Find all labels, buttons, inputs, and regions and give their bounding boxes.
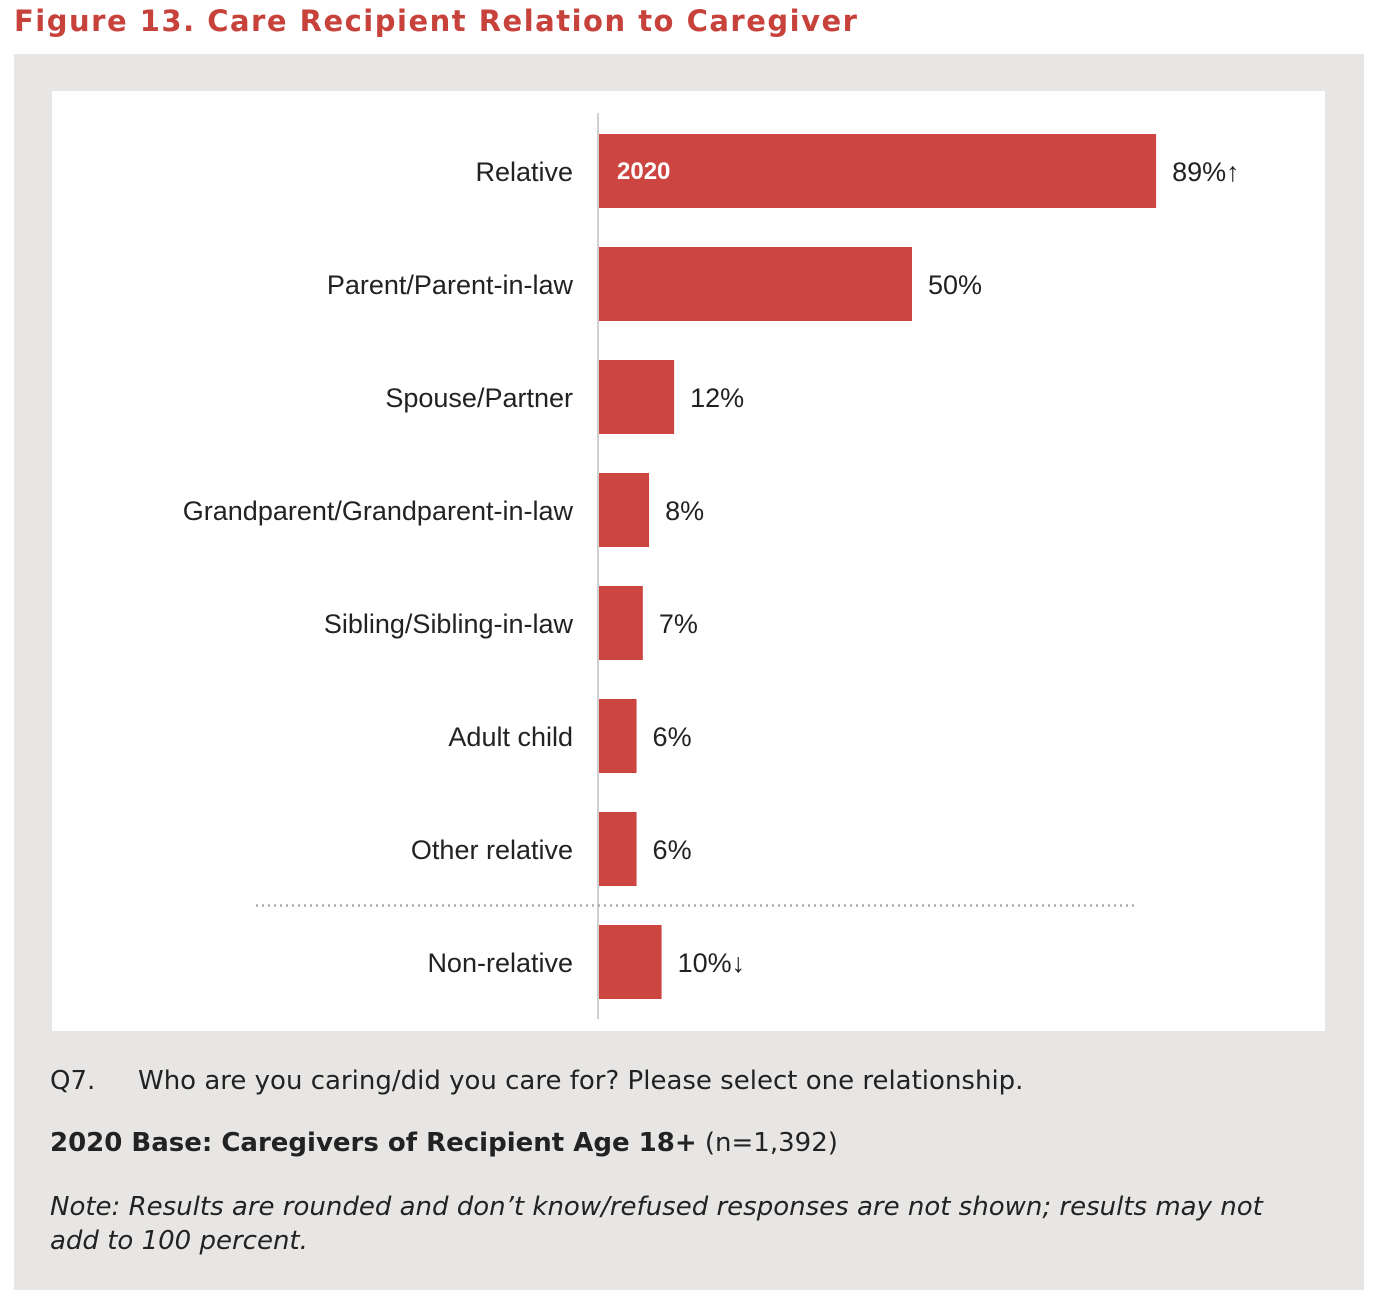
bar-spouse-partner <box>599 360 675 434</box>
category-label-adult-child: Adult child <box>448 722 573 752</box>
category-label-other-relative: Other relative <box>411 835 573 865</box>
bar-other-relative <box>599 812 637 886</box>
category-label-spouse-partner: Spouse/Partner <box>385 383 573 413</box>
base-label: 2020 Base: Caregivers of Recipient Age 1… <box>50 1128 697 1158</box>
value-label-relative: 89%↑ <box>1172 157 1240 187</box>
bar-sibling-sibling-in-law <box>599 586 643 660</box>
bar-chart: Relative 89%↑ 2020 Parent/Parent-in-law 50% S… <box>183 113 1240 1019</box>
value-label-adult-child: 6% <box>653 722 692 752</box>
figure-title: Figure 13. Care Recipient Relation to Ca… <box>14 4 859 38</box>
category-label-non-relative: Non-relative <box>427 948 573 978</box>
bar-relative <box>599 134 1157 208</box>
category-label-sibling-sibling-in-law: Sibling/Sibling-in-law <box>324 609 574 639</box>
bar-adult-child <box>599 699 637 773</box>
figure-container: Relative 89%↑ 2020 Parent/Parent-in-law 50% S… <box>14 54 1364 1290</box>
question-number: Q7. <box>50 1066 96 1096</box>
value-label-spouse-partner: 12% <box>690 383 744 413</box>
bar-parent-parent-in-law <box>599 247 912 321</box>
base-n: (n=1,392) <box>696 1128 838 1158</box>
value-label-non-relative: 10%↓ <box>678 948 746 978</box>
series-label: 2020 <box>617 158 670 185</box>
base-caption: 2020 Base: Caregivers of Recipient Age 1… <box>50 1128 838 1158</box>
question-text: Who are you caring/did you care for? Ple… <box>138 1066 1024 1096</box>
value-label-grandparent-grandparent-in-law: 8% <box>665 496 704 526</box>
category-label-grandparent-grandparent-in-law: Grandparent/Grandparent-in-law <box>183 496 574 526</box>
value-label-other-relative: 6% <box>653 835 692 865</box>
category-label-parent-parent-in-law: Parent/Parent-in-law <box>327 270 574 300</box>
bar-grandparent-grandparent-in-law <box>599 473 650 547</box>
bar-non-relative <box>599 925 662 999</box>
value-label-sibling-sibling-in-law: 7% <box>659 609 698 639</box>
question-caption: Q7. Who are you caring/did you care for? … <box>50 1066 1023 1096</box>
value-label-parent-parent-in-law: 50% <box>928 270 982 300</box>
note-caption: Note: Results are rounded and don’t know… <box>50 1192 1263 1256</box>
chart-panel: Relative 89%↑ 2020 Parent/Parent-in-law 50% S… <box>52 91 1325 1031</box>
category-label-relative: Relative <box>475 157 573 187</box>
